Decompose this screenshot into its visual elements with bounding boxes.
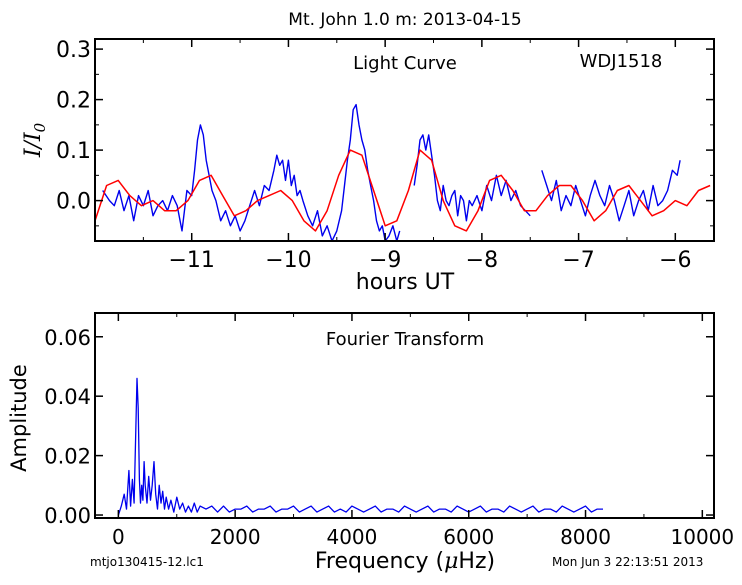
light-curve-frame	[94, 38, 715, 242]
footer-filename: mtjo130415-12.lc1	[90, 555, 204, 569]
fourier-y-ticks: 0.00 0.02 0.04 0.06	[44, 326, 714, 528]
light-curve-data-line	[541, 160, 681, 222]
light-curve-fit-series	[95, 149, 711, 232]
y-tick-label: 0.0	[56, 190, 91, 215]
x-tick-label: 6000	[443, 525, 494, 549]
light-curve-y-label: I/I0	[21, 122, 49, 158]
light-curve-data-line	[413, 134, 531, 222]
x-tick-label: −7	[562, 248, 594, 273]
x-tick-label: 4000	[326, 525, 377, 549]
fourier-amplitude-line	[117, 377, 603, 516]
y-tick-label: 0.1	[56, 139, 91, 164]
y-tick-label: 0.04	[44, 385, 91, 409]
fourier-x-label: Frequency (μHz)	[315, 549, 495, 574]
light-curve-fit-line	[95, 149, 711, 232]
fourier-amplitude-series	[117, 377, 603, 516]
light-curve-y-ticks: 0.0 0.1 0.2 0.3	[56, 38, 714, 227]
light-curve-data-line	[102, 103, 401, 241]
fourier-x-label-pre: Frequency (	[315, 549, 444, 574]
x-tick-label: 8000	[560, 525, 611, 549]
y-tick-label: 0.3	[56, 38, 91, 63]
fourier-x-ticks: 0 2000 4000 6000 8000 10000	[112, 313, 734, 549]
light-curve-x-label: hours UT	[356, 270, 455, 295]
y-tick-label: 0.02	[44, 445, 91, 469]
x-tick-label: −11	[169, 248, 215, 273]
y-tick-label: 0.00	[44, 504, 91, 528]
light-curve-object-label: WDJ1518	[580, 51, 663, 72]
x-tick-label: −9	[369, 248, 401, 273]
fourier-panel: 0 2000 4000 6000 8000 10000 0.000.020.040.06 …	[7, 312, 734, 574]
figure-title: Mt. John 1.0 m: 2013-04-15	[288, 10, 521, 30]
x-tick-label: 10000	[671, 525, 735, 549]
footer-timestamp: Mon Jun 3 22:13:51 2013	[552, 555, 704, 569]
x-tick-label: 2000	[210, 525, 261, 549]
light-curve-x-ticks: −11 −10 −9 −8 −7 −6	[94, 39, 692, 273]
fourier-plot-area	[117, 377, 603, 516]
x-tick-label: 0	[112, 525, 125, 549]
fourier-x-label-post: Hz)	[458, 549, 495, 574]
light-curve-plot-area	[95, 103, 711, 241]
light-curve-panel: −11 −10 −9 −8 −7 −6 0.00.10.20.3 Light Curve …	[21, 38, 715, 295]
light-curve-title: Light Curve	[353, 53, 457, 74]
x-tick-label: −8	[466, 248, 498, 273]
y-tick-label: 0.06	[44, 326, 91, 350]
x-tick-label: −6	[659, 248, 691, 273]
fourier-y-label: Amplitude	[7, 364, 31, 472]
y-tick-label: 0.2	[56, 89, 91, 114]
light-curve-data-series	[102, 103, 681, 241]
fourier-title: Fourier Transform	[326, 329, 484, 350]
x-tick-label: −10	[265, 248, 311, 273]
fourier-x-label-mu: μ	[444, 549, 458, 574]
fourier-frame	[94, 312, 715, 519]
light-curve-y-label-main: I/I	[21, 131, 46, 158]
light-curve-y-label-sub: 0	[31, 122, 49, 132]
